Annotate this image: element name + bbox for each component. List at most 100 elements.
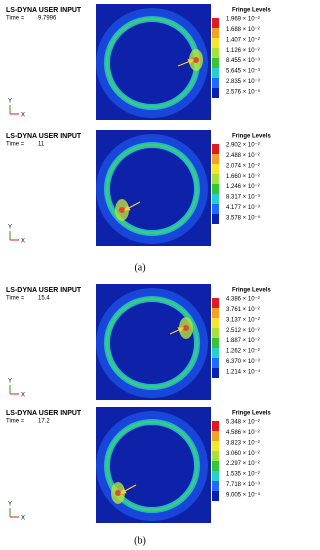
legend-label: 1.262 × 10⁻² bbox=[226, 349, 260, 355]
legend-label: 2.902 × 10⁻² bbox=[226, 143, 260, 149]
time-value: 15.4 bbox=[38, 296, 50, 302]
legend-label: 8.317 × 10⁻³ bbox=[226, 195, 260, 201]
legend-label: 5.348 × 10⁻² bbox=[226, 420, 260, 426]
arrow bbox=[119, 484, 137, 494]
legend-title: Fringe Levels bbox=[232, 134, 271, 140]
legend-label: 3.137 × 10⁻² bbox=[226, 317, 260, 323]
axis-x-label: X bbox=[21, 113, 25, 119]
ring-inner bbox=[113, 151, 191, 227]
hotspot-core bbox=[183, 325, 189, 331]
legend-swatch bbox=[212, 431, 219, 441]
axis-y-label: Y bbox=[8, 379, 12, 385]
hotspot-core bbox=[119, 207, 125, 213]
legend-label: 2.488 × 10⁻² bbox=[226, 153, 260, 159]
time-value: 17.2 bbox=[38, 419, 50, 425]
axis-y-label: Y bbox=[8, 502, 12, 508]
ring-inner bbox=[113, 25, 191, 101]
panel-title: LS-DYNA USER INPUT bbox=[6, 133, 82, 140]
ring-halo bbox=[96, 134, 208, 244]
legend-swatch bbox=[212, 144, 219, 154]
legend-swatch bbox=[212, 451, 219, 461]
legend-swatch bbox=[212, 58, 219, 68]
arrow bbox=[169, 327, 185, 335]
panel: LS-DYNA USER INPUT Time = 11 Fringe Levels 2… bbox=[6, 130, 271, 246]
legend-swatch bbox=[212, 328, 219, 338]
time-label: Time = bbox=[6, 16, 25, 22]
legend-label: 1.887 × 10⁻² bbox=[226, 338, 260, 344]
legend-swatch bbox=[212, 421, 219, 431]
legend-swatch bbox=[212, 194, 219, 204]
legend-label: 1.535 × 10⁻² bbox=[226, 472, 260, 478]
legend-swatch bbox=[212, 38, 219, 48]
legend-label: 5.645 × 10⁻³ bbox=[226, 69, 260, 75]
ring-inner bbox=[113, 428, 191, 504]
legend-label: 4.386 × 10⁻² bbox=[226, 297, 260, 303]
legend-label: 1.688 × 10⁻² bbox=[226, 27, 260, 33]
panel: LS-DYNA USER INPUT Time = 15.4 Fringe Level… bbox=[6, 284, 271, 400]
legend-title: Fringe Levels bbox=[232, 411, 271, 417]
legend-label: 7.718 × 10⁻³ bbox=[226, 482, 260, 488]
legend-swatch bbox=[212, 48, 219, 58]
legend-label: 1.407 × 10⁻² bbox=[226, 37, 260, 43]
legend-label: 6.370 × 10⁻³ bbox=[226, 359, 260, 365]
hotspot-core bbox=[193, 57, 199, 63]
legend-swatch bbox=[212, 28, 219, 38]
legend-label: 4.586 × 10⁻² bbox=[226, 430, 260, 436]
ring-halo bbox=[96, 288, 208, 398]
legend-label: 2.576 × 10⁻⁵ bbox=[226, 88, 261, 95]
panel-title: LS-DYNA USER INPUT bbox=[6, 7, 82, 14]
caption: (a) bbox=[134, 262, 145, 273]
ring-green bbox=[105, 297, 199, 389]
axis-y-label: Y bbox=[8, 225, 12, 231]
legend-label: 3.060 × 10⁻² bbox=[226, 451, 260, 457]
legend-swatch bbox=[212, 461, 219, 471]
time-label: Time = bbox=[6, 142, 25, 148]
axis-x-label: X bbox=[21, 516, 25, 522]
legend-swatch bbox=[212, 338, 219, 348]
legend-swatch bbox=[212, 174, 219, 184]
legend-label: 1.246 × 10⁻² bbox=[226, 184, 260, 190]
legend-swatch bbox=[212, 154, 219, 164]
hotspot-core bbox=[115, 490, 121, 496]
ring-green bbox=[105, 143, 199, 235]
legend-swatch bbox=[212, 78, 219, 88]
legend-swatch bbox=[212, 358, 219, 368]
time-value: 9.7996 bbox=[38, 16, 57, 22]
legend-swatch bbox=[212, 308, 219, 318]
time-label: Time = bbox=[6, 419, 25, 425]
legend-label: 4.177 × 10⁻³ bbox=[226, 205, 260, 211]
legend-label: 9.005 × 10⁻⁵ bbox=[226, 491, 261, 498]
time-label: Time = bbox=[6, 296, 25, 302]
legend-swatch bbox=[212, 204, 219, 214]
ring-green bbox=[105, 420, 199, 512]
panel-title: LS-DYNA USER INPUT bbox=[6, 287, 82, 294]
legend-label: 1.969 × 10⁻² bbox=[226, 17, 260, 23]
legend-label: 8.455 × 10⁻³ bbox=[226, 58, 260, 64]
axis-x-label: X bbox=[21, 239, 25, 245]
legend-swatch bbox=[212, 68, 219, 78]
legend-swatch bbox=[212, 184, 219, 194]
legend-swatch bbox=[212, 318, 219, 328]
legend-swatch bbox=[212, 298, 219, 308]
legend-swatch bbox=[212, 481, 219, 491]
legend-swatch bbox=[212, 214, 219, 224]
ring-inner bbox=[113, 305, 191, 381]
legend-label: 2.512 × 10⁻² bbox=[226, 328, 260, 334]
panel-title: LS-DYNA USER INPUT bbox=[6, 410, 82, 417]
legend-swatch bbox=[212, 88, 219, 98]
legend-label: 2.835 × 10⁻³ bbox=[226, 79, 260, 85]
legend-label: 3.761 × 10⁻² bbox=[226, 307, 260, 313]
legend-title: Fringe Levels bbox=[232, 8, 271, 14]
legend-swatch bbox=[212, 491, 219, 501]
legend-label: 1.660 × 10⁻² bbox=[226, 174, 260, 180]
legend-swatch bbox=[212, 18, 219, 28]
legend-label: 3.823 × 10⁻² bbox=[226, 440, 260, 446]
panel: LS-DYNA USER INPUT Time = 9.7996 Fringe Lev… bbox=[6, 4, 271, 120]
arrow bbox=[123, 201, 141, 211]
ring-halo bbox=[96, 411, 208, 521]
axis-x-label: X bbox=[21, 393, 25, 399]
legend-label: 2.074 × 10⁻² bbox=[226, 163, 260, 169]
axis-y-label: Y bbox=[8, 99, 12, 105]
legend-swatch bbox=[212, 164, 219, 174]
legend-swatch bbox=[212, 441, 219, 451]
